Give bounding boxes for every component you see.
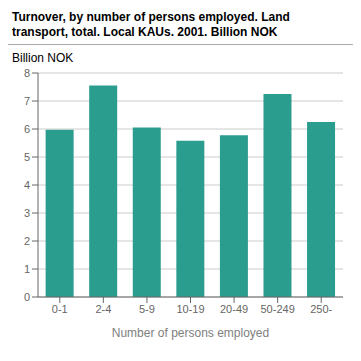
svg-text:5-9: 5-9: [139, 303, 155, 315]
svg-text:5: 5: [24, 151, 30, 163]
svg-text:6: 6: [24, 123, 30, 135]
svg-text:0: 0: [24, 291, 30, 303]
svg-text:7: 7: [24, 95, 30, 107]
svg-text:2-4: 2-4: [95, 303, 111, 315]
svg-text:0-1: 0-1: [52, 303, 68, 315]
html-text:Billion NOK: Billion NOK: [12, 51, 74, 65]
html-text:Turnover, by number of persons: Turnover, by number of persons employed.…: [12, 10, 290, 24]
svg-text:50-249: 50-249: [261, 303, 295, 315]
svg-text:3: 3: [24, 207, 30, 219]
svg-text:8: 8: [24, 67, 30, 79]
svg-text:2: 2: [24, 235, 30, 247]
svg-text:1: 1: [24, 263, 30, 275]
svg-text:Number of persons employed: Number of persons employed: [112, 326, 269, 340]
svg-text:10-19: 10-19: [176, 303, 204, 315]
svg-text:4: 4: [24, 179, 30, 191]
svg-text:20-49: 20-49: [220, 303, 248, 315]
svg-text:250-: 250-: [310, 303, 332, 315]
html-text:transport, total. Local KAUs.: transport, total. Local KAUs. 2001. Bill…: [12, 25, 278, 39]
